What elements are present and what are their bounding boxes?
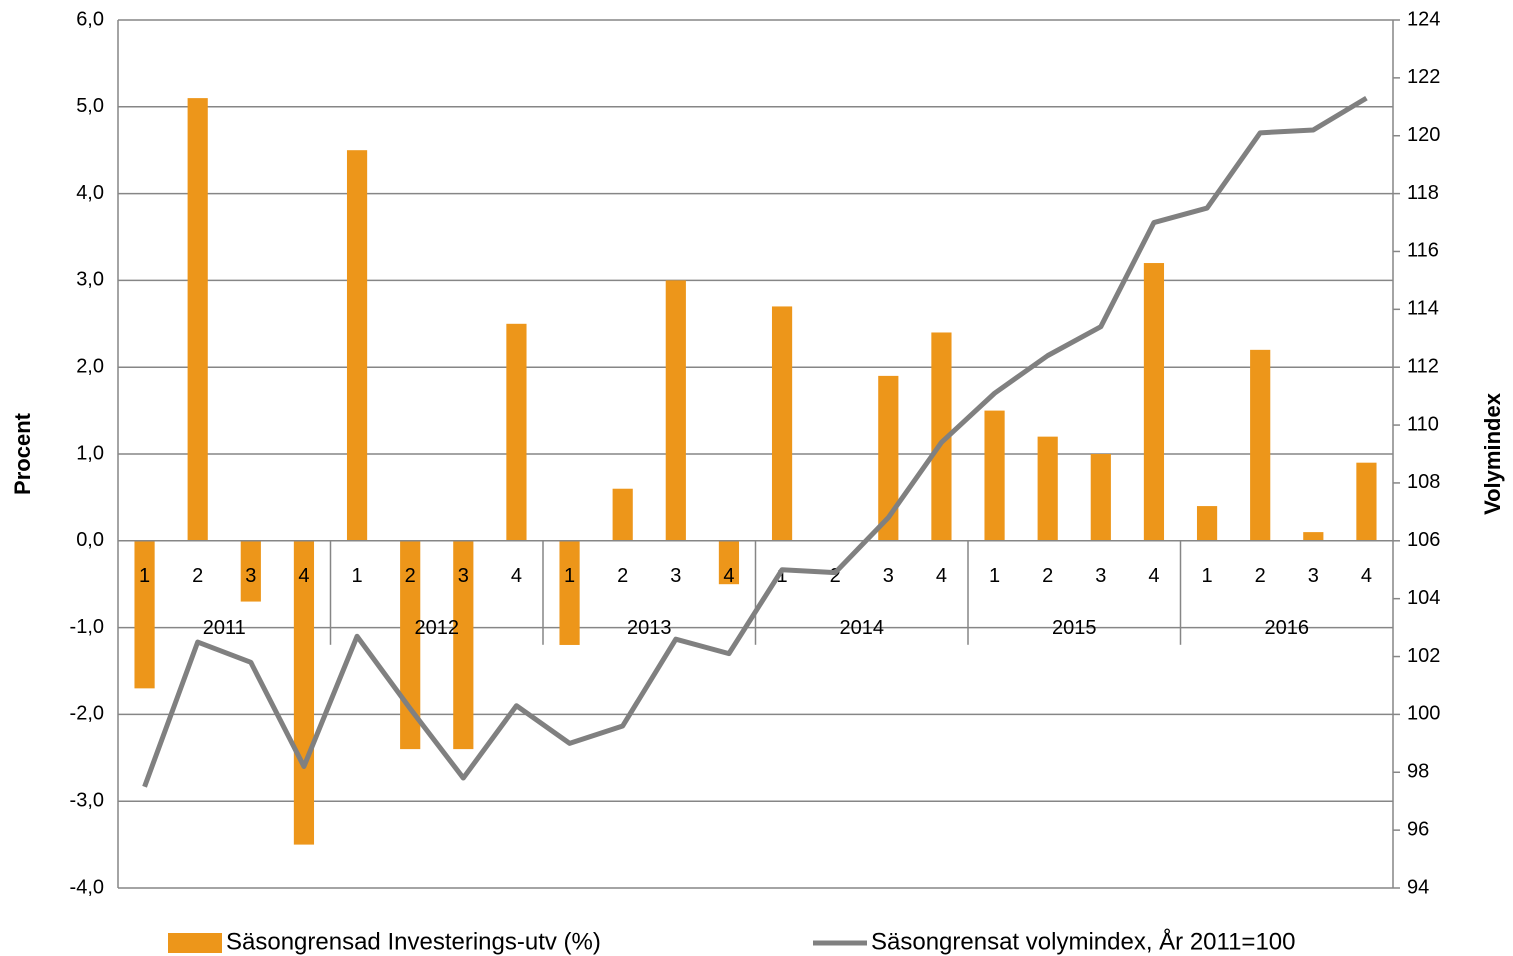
y2-axis-title: Volymindex bbox=[1480, 392, 1505, 515]
x-tick-label: 4 bbox=[511, 565, 522, 587]
legend-label: Säsongrensat volymindex, År 2011=100 bbox=[871, 927, 1296, 955]
x-tick-label: 2 bbox=[192, 565, 203, 587]
x-tick-label: 4 bbox=[936, 565, 947, 587]
x-tick-label: 4 bbox=[1361, 565, 1372, 587]
bar bbox=[612, 488, 633, 541]
bar bbox=[1143, 263, 1165, 541]
y2-tick-label: 110 bbox=[1407, 413, 1439, 435]
y-axis-title: Procent bbox=[10, 412, 35, 495]
x-tick-label: 1 bbox=[352, 565, 363, 587]
bar bbox=[1303, 532, 1324, 541]
y2-tick-label: 122 bbox=[1407, 66, 1440, 88]
y-tick-label: 2,0 bbox=[76, 355, 104, 377]
bar bbox=[718, 540, 740, 585]
bar bbox=[400, 540, 421, 750]
x-tick-label: 2 bbox=[830, 565, 841, 587]
y2-tick-label: 94 bbox=[1407, 876, 1429, 898]
bar bbox=[1250, 349, 1271, 541]
y-tick-label: -3,0 bbox=[70, 789, 104, 811]
x-tick-label: 3 bbox=[1308, 565, 1319, 587]
y2-tick-label: 104 bbox=[1407, 587, 1440, 609]
y-tick-label: -1,0 bbox=[70, 616, 104, 638]
y-tick-label: 6,0 bbox=[76, 8, 104, 30]
y-tick-label: 3,0 bbox=[76, 269, 104, 291]
x-tick-label: 2 bbox=[617, 565, 628, 587]
bar bbox=[1037, 436, 1058, 541]
x-tick-label: 4 bbox=[723, 565, 734, 587]
y2-tick-label: 120 bbox=[1407, 124, 1440, 146]
bar bbox=[1356, 462, 1377, 541]
x-tick-label: 2 bbox=[405, 565, 416, 587]
bar bbox=[240, 540, 261, 602]
bar bbox=[187, 98, 208, 541]
line bbox=[142, 95, 1368, 788]
bar bbox=[134, 540, 155, 689]
x-tick-label: 1 bbox=[989, 565, 1000, 587]
legend-label: Säsongrensad Investerings-utv (%) bbox=[226, 928, 601, 955]
y2-tick-label: 114 bbox=[1407, 298, 1439, 320]
y-tick-label: -4,0 bbox=[70, 876, 104, 898]
x-tick-label: 1 bbox=[1202, 565, 1213, 587]
y2-tick-label: 108 bbox=[1407, 471, 1440, 493]
x-group-label: 2015 bbox=[1052, 617, 1097, 639]
y2-tick-label: 102 bbox=[1407, 645, 1440, 667]
legend-swatch bbox=[168, 933, 222, 953]
bar bbox=[453, 540, 474, 750]
y-tick-label: 0,0 bbox=[76, 529, 104, 551]
x-tick-label: 3 bbox=[883, 565, 894, 587]
y2-tick-label: 96 bbox=[1407, 818, 1429, 840]
x-tick-label: 3 bbox=[1095, 565, 1106, 587]
x-group-label: 2013 bbox=[627, 617, 672, 639]
x-tick-label: 3 bbox=[670, 565, 681, 587]
bar bbox=[984, 410, 1005, 541]
x-tick-label: 1 bbox=[139, 565, 150, 587]
bar bbox=[878, 375, 899, 541]
y-tick-label: 4,0 bbox=[76, 182, 104, 204]
y2-tick-label: 106 bbox=[1407, 529, 1440, 551]
bar bbox=[665, 280, 686, 541]
y-tick-label: 5,0 bbox=[76, 95, 104, 117]
bar bbox=[771, 306, 793, 541]
bar bbox=[293, 540, 315, 845]
y2-tick-label: 100 bbox=[1407, 703, 1440, 725]
x-tick-label: 4 bbox=[298, 565, 309, 587]
x-tick-label: 3 bbox=[245, 565, 256, 587]
y2-tick-label: 118 bbox=[1407, 182, 1439, 204]
bar bbox=[931, 332, 952, 541]
bar bbox=[1196, 506, 1218, 541]
x-tick-label: 1 bbox=[564, 565, 575, 587]
bar bbox=[506, 323, 527, 541]
x-group-label: 2011 bbox=[203, 617, 246, 639]
x-group-label: 2014 bbox=[840, 617, 885, 639]
x-tick-label: 2 bbox=[1042, 565, 1053, 587]
y-tick-label: -2,0 bbox=[70, 703, 104, 725]
x-tick-label: 2 bbox=[1255, 565, 1266, 587]
x-tick-label: 3 bbox=[458, 565, 469, 587]
y2-tick-label: 116 bbox=[1407, 240, 1439, 262]
bar bbox=[1090, 454, 1111, 541]
bar bbox=[346, 150, 368, 541]
bar bbox=[559, 540, 580, 645]
y2-tick-label: 98 bbox=[1407, 761, 1429, 783]
x-group-label: 2016 bbox=[1265, 617, 1310, 639]
y2-tick-label: 124 bbox=[1407, 8, 1440, 30]
y2-tick-label: 112 bbox=[1407, 355, 1439, 377]
y-tick-label: 1,0 bbox=[76, 442, 104, 464]
x-tick-label: 1 bbox=[777, 565, 788, 587]
x-group-label: 2012 bbox=[415, 617, 460, 639]
x-tick-label: 4 bbox=[1148, 565, 1159, 587]
